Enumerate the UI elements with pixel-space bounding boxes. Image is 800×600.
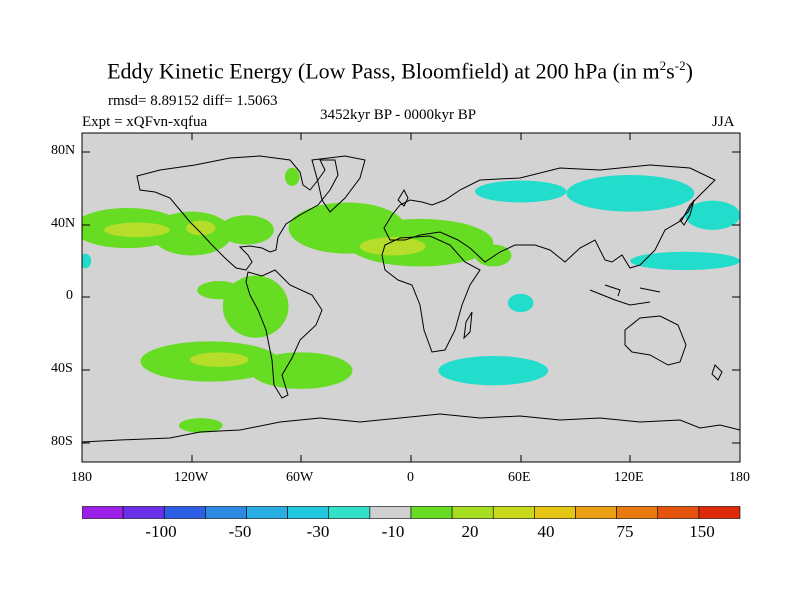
coast-indonesia	[589, 284, 661, 306]
anomaly-patch-yellow-green	[359, 237, 426, 256]
season-label: JJA	[712, 114, 735, 130]
anomaly-patch-green	[178, 418, 223, 433]
lat-label-40n: 40N	[51, 216, 76, 231]
colorbar-swatch	[575, 506, 617, 519]
colorbar	[82, 506, 741, 519]
anomaly-patch-cyan	[507, 293, 534, 313]
colorbar-label: 75	[616, 522, 634, 541]
coast-britain	[397, 188, 409, 207]
colorbar-label: -50	[228, 522, 252, 541]
colorbar-swatch	[369, 506, 412, 519]
colorbar-swatch	[657, 506, 700, 519]
coast-japan	[679, 199, 695, 226]
colorbar-swatch	[492, 506, 535, 519]
colorbar-swatch	[616, 506, 659, 519]
chart-title: Eddy Kinetic Energy (Low Pass, Bloomfiel…	[107, 58, 693, 84]
colorbar-swatch	[451, 506, 494, 519]
coast-australia	[624, 315, 687, 366]
lon-label-120e: 120E	[614, 470, 644, 485]
colorbar-swatch	[287, 506, 330, 519]
lat-label-80s: 80S	[51, 434, 73, 449]
anomaly-patch-yellow-green	[189, 352, 249, 367]
coast-eurasia	[383, 164, 716, 269]
colorbar-label: -30	[306, 522, 330, 541]
colorbar-swatch	[205, 506, 247, 519]
lon-label-120w: 120W	[174, 470, 209, 485]
experiment-label: Expt = xQFvn-xqfua	[82, 114, 208, 130]
anomaly-patch-cyan	[82, 253, 92, 269]
lat-label-40s: 40S	[51, 361, 73, 376]
colorbar-label: 150	[689, 522, 715, 541]
anomaly-patch-cyan	[474, 180, 567, 203]
colorbar-label: -10	[381, 522, 405, 541]
colorbar-label: 40	[537, 522, 555, 541]
coast-south-america	[245, 269, 323, 399]
lon-label-0: 0	[407, 470, 414, 485]
coast-africa	[381, 235, 481, 353]
lon-label-180w: 180	[71, 470, 92, 485]
colorbar-swatch	[534, 506, 576, 519]
anomaly-patch-cyan	[438, 355, 549, 386]
anomaly-patch-green	[474, 244, 512, 267]
colorbar-swatch	[163, 506, 206, 519]
anomaly-patch-green	[219, 215, 274, 245]
lon-label-60e: 60E	[508, 470, 531, 485]
stats-text: rmsd= 8.89152 diff= 1.5063	[108, 93, 278, 109]
lat-label-0: 0	[66, 288, 73, 303]
coastlines	[82, 155, 740, 443]
coast-new-zealand	[711, 364, 723, 381]
colorbar-swatch	[122, 506, 165, 519]
anomaly-patch-green	[222, 275, 289, 338]
colorbar-swatch	[328, 506, 371, 519]
anomaly-patch-yellow-green	[103, 222, 170, 238]
coast-madagascar	[463, 311, 473, 340]
lat-label-80n: 80N	[51, 143, 76, 158]
coast-greenland	[311, 155, 366, 213]
colorbar-swatch	[82, 506, 124, 519]
anomaly-patch-green	[284, 167, 300, 187]
anomaly-field	[82, 167, 740, 433]
anomaly-patch-yellow-green	[186, 220, 216, 236]
period-label: 3452kyr BP - 0000kyr BP	[320, 107, 477, 123]
lon-label-60w: 60W	[286, 470, 314, 485]
colorbar-swatch	[410, 506, 453, 519]
lon-label-180e: 180	[729, 470, 750, 485]
anomaly-patch-cyan	[566, 175, 695, 212]
colorbar-swatch	[246, 506, 288, 519]
anomaly-patch-cyan	[685, 200, 740, 230]
colorbar-label: -100	[145, 522, 177, 541]
colorbar-label: 20	[461, 522, 479, 541]
coast-north-america	[136, 155, 339, 271]
coast-antarctica	[82, 413, 740, 443]
colorbar-swatch	[698, 506, 741, 519]
anomaly-patch-green	[250, 352, 353, 389]
anomaly-patch-cyan	[630, 251, 740, 271]
